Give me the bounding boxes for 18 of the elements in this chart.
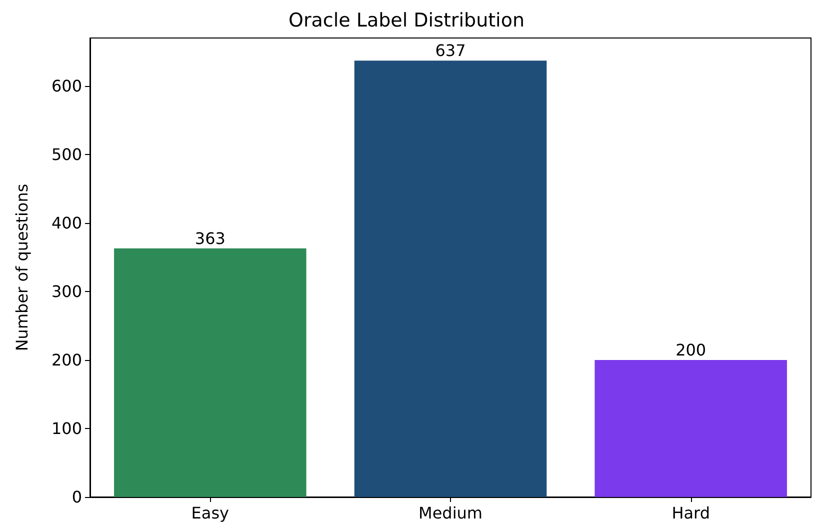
y-tick-label: 500 (51, 144, 82, 164)
data-label: 637 (435, 41, 466, 60)
data-label: 200 (676, 340, 706, 360)
bar (594, 360, 787, 497)
y-tick-label: 100 (51, 418, 82, 438)
x-tick-label: Hard (672, 504, 710, 522)
y-tick-label: 200 (51, 350, 82, 370)
bar (114, 248, 306, 497)
chart-title: Oracle Label Distribution (288, 10, 525, 32)
data-label: 363 (194, 228, 226, 248)
y-tick-label: 0 (72, 488, 82, 506)
y-tick-label: 600 (51, 76, 82, 96)
y-axis-title: Number of questions (12, 184, 32, 352)
y-tick-label: 400 (51, 213, 82, 232)
y-tick-label: 300 (51, 282, 82, 301)
x-tick-label: Medium (418, 504, 482, 522)
x-tick-label: Easy (191, 504, 230, 522)
bar (354, 60, 547, 497)
